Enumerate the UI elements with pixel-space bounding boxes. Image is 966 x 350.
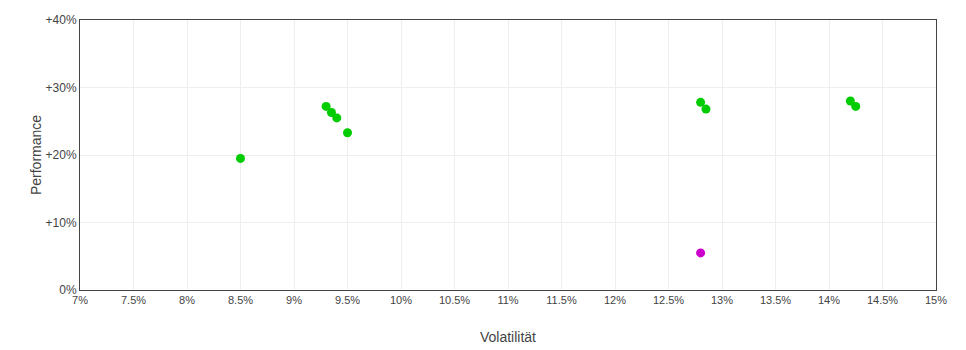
svg-text:Performance: Performance xyxy=(28,115,44,195)
svg-text:11.5%: 11.5% xyxy=(546,294,577,306)
svg-text:7.5%: 7.5% xyxy=(121,294,146,306)
svg-text:13.5%: 13.5% xyxy=(760,294,791,306)
svg-text:9.5%: 9.5% xyxy=(335,294,360,306)
svg-text:8%: 8% xyxy=(179,294,195,306)
svg-text:10.5%: 10.5% xyxy=(439,294,470,306)
svg-text:15%: 15% xyxy=(925,294,947,306)
svg-text:Volatilität: Volatilität xyxy=(480,329,536,345)
svg-text:+30%: +30% xyxy=(46,81,77,95)
svg-text:14%: 14% xyxy=(818,294,840,306)
svg-text:13%: 13% xyxy=(711,294,733,306)
svg-text:12.5%: 12.5% xyxy=(653,294,684,306)
svg-text:10%: 10% xyxy=(390,294,412,306)
svg-text:7%: 7% xyxy=(72,294,88,306)
svg-text:9%: 9% xyxy=(286,294,302,306)
svg-text:14.5%: 14.5% xyxy=(867,294,898,306)
svg-text:+40%: +40% xyxy=(46,13,77,27)
svg-text:+10%: +10% xyxy=(46,216,77,230)
svg-text:11%: 11% xyxy=(497,294,518,306)
svg-text:0%: 0% xyxy=(59,283,77,297)
svg-text:8.5%: 8.5% xyxy=(228,294,253,306)
svg-text:12%: 12% xyxy=(604,294,626,306)
svg-text:+20%: +20% xyxy=(46,148,77,162)
